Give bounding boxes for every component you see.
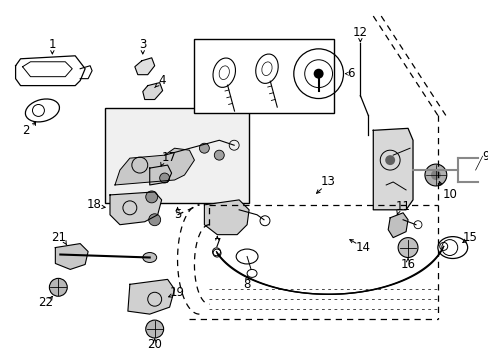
Text: 19: 19 (170, 286, 184, 299)
Text: 20: 20 (147, 338, 162, 351)
FancyBboxPatch shape (105, 108, 248, 203)
Polygon shape (142, 83, 163, 99)
FancyBboxPatch shape (194, 39, 333, 113)
Text: 8: 8 (243, 278, 250, 291)
Circle shape (397, 238, 417, 257)
Polygon shape (110, 192, 162, 225)
Polygon shape (387, 213, 407, 238)
Polygon shape (149, 165, 171, 185)
Polygon shape (204, 200, 248, 235)
Circle shape (49, 278, 67, 296)
Text: 12: 12 (352, 26, 367, 40)
Circle shape (145, 191, 157, 203)
Circle shape (199, 143, 209, 153)
Polygon shape (127, 279, 174, 314)
Text: 7: 7 (213, 237, 221, 250)
Circle shape (160, 173, 169, 183)
Circle shape (313, 69, 323, 78)
Text: 2: 2 (22, 124, 29, 137)
Circle shape (424, 164, 446, 186)
Polygon shape (135, 58, 154, 75)
Circle shape (214, 150, 224, 160)
Text: 1: 1 (48, 39, 56, 51)
Text: 15: 15 (461, 231, 476, 244)
Text: 18: 18 (86, 198, 102, 211)
Polygon shape (115, 148, 194, 185)
Text: 16: 16 (400, 258, 415, 271)
Text: 22: 22 (38, 296, 53, 309)
Text: 13: 13 (321, 175, 335, 189)
Circle shape (148, 214, 161, 226)
Polygon shape (372, 128, 412, 210)
Circle shape (430, 170, 440, 180)
Circle shape (385, 155, 394, 165)
Text: 5: 5 (174, 208, 181, 221)
Text: 17: 17 (162, 150, 177, 164)
Ellipse shape (142, 252, 156, 262)
Text: 21: 21 (51, 231, 66, 244)
Text: 11: 11 (395, 200, 410, 213)
Circle shape (145, 320, 163, 338)
Text: 14: 14 (355, 241, 370, 254)
Text: 4: 4 (158, 74, 165, 87)
Polygon shape (55, 244, 88, 269)
Text: 3: 3 (139, 39, 146, 51)
Text: 6: 6 (346, 67, 353, 80)
Text: 9: 9 (481, 150, 488, 163)
Text: 10: 10 (442, 188, 456, 201)
